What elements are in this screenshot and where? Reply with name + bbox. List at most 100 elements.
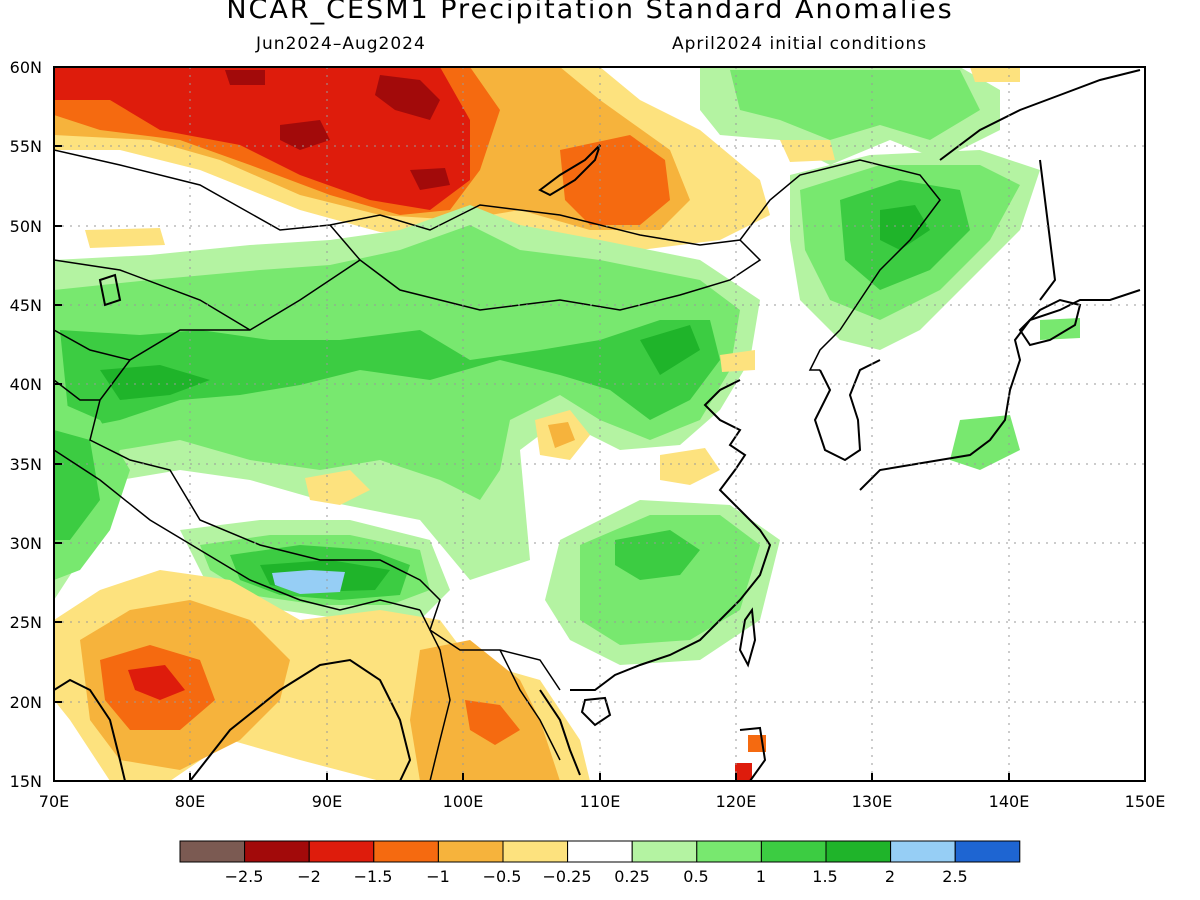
x-axis: 70E 80E 90E 100E 110E 120E 130E 140E 150… xyxy=(39,773,1166,811)
dry-region-siberia-extreme-4 xyxy=(225,70,265,85)
colorbar-label: −0.5 xyxy=(483,867,522,886)
colorbar-swatch xyxy=(244,840,310,863)
wet-region-manchuria-4 xyxy=(880,205,930,250)
dry-region-siberia-extreme-2 xyxy=(280,120,330,150)
colorbar-label: −1 xyxy=(426,867,450,886)
laos-vietnam-border xyxy=(499,649,561,761)
dry-patch-bangladesh xyxy=(330,615,400,665)
caspian-aral xyxy=(98,273,122,307)
colorbar-swatch xyxy=(567,840,633,863)
colorbar-label: 1 xyxy=(756,867,766,886)
y-tick-label: 40N xyxy=(10,375,42,394)
x-tick-label: 100E xyxy=(443,792,484,811)
philippines-coast xyxy=(739,726,767,781)
dry-patch-gobi xyxy=(720,350,755,372)
borders xyxy=(54,149,941,781)
y-tick-label: 45N xyxy=(10,296,42,315)
colorbar-label: 2 xyxy=(885,867,895,886)
colorbar-swatch xyxy=(954,840,1021,863)
india-west-coast xyxy=(54,678,126,781)
x-tick-label: 150E xyxy=(1125,792,1166,811)
sakhalin-coast xyxy=(1039,159,1057,301)
x-tick-label: 120E xyxy=(716,792,757,811)
y-tick-label: 30N xyxy=(10,534,42,553)
china-west-border xyxy=(89,259,561,691)
wet-region-central-3 xyxy=(60,320,720,430)
dry-patch-tibet xyxy=(305,470,370,505)
x-tick-label: 140E xyxy=(989,792,1030,811)
colorbar-swatch xyxy=(760,840,827,863)
colorbar-swatch xyxy=(825,840,892,863)
colorbar-label: −2 xyxy=(297,867,321,886)
colorbar-swatch xyxy=(502,840,569,863)
myanmar-border xyxy=(419,609,451,781)
colorbar: −2.5 −2 −1.5 −1 −0.5 −0.25 0.25 0.5 1 1.… xyxy=(179,840,1021,886)
indochina-coast xyxy=(539,689,581,776)
dry-patch-far-north xyxy=(970,67,1020,82)
dry-region-siberia-severe xyxy=(54,67,470,210)
x-tick-label: 80E xyxy=(175,792,205,811)
y-tick-label: 20N xyxy=(10,693,42,712)
y-tick-label: 25N xyxy=(10,613,42,632)
y-tick-label: 50N xyxy=(10,217,42,236)
forecast-period: Jun2024–Aug2024 xyxy=(256,34,426,54)
wet-region-hokkaido xyxy=(1040,318,1080,340)
wet-region-central-2 xyxy=(54,225,740,560)
korea-coast xyxy=(813,359,881,462)
bay-of-bengal-coast xyxy=(189,658,412,781)
y-axis: 15N 20N 25N 30N 35N 40N 45N 50N 55N 60N xyxy=(10,58,62,791)
x-tick-label: 110E xyxy=(580,792,621,811)
taiwan-coast xyxy=(738,607,757,668)
colorbar-label: 2.5 xyxy=(942,867,967,886)
colorbar-label: −0.25 xyxy=(542,867,591,886)
map-title: NCAR_CESM1 Precipitation Standard Anomal… xyxy=(226,0,954,25)
korea-border xyxy=(808,329,841,371)
colorbar-swatch xyxy=(308,840,375,863)
colorbar-swatch xyxy=(179,840,246,863)
dry-patch-shandong xyxy=(660,448,720,485)
colorbar-label: 0.25 xyxy=(614,867,650,886)
initial-conditions: April2024 initial conditions xyxy=(672,34,928,54)
russia-border xyxy=(54,149,941,331)
kazakh-border xyxy=(54,259,251,331)
colorbar-swatches xyxy=(179,840,1021,863)
hokkaido-coast xyxy=(1018,298,1082,347)
dry-patch-luzon xyxy=(735,763,752,781)
colorbar-label: −2.5 xyxy=(225,867,264,886)
colorbar-swatch xyxy=(696,840,762,863)
graticule xyxy=(54,67,1145,781)
y-tick-label: 55N xyxy=(10,137,42,156)
dry-region-indochina-2 xyxy=(465,700,520,745)
dry-region-siberia-extreme-3 xyxy=(410,168,450,190)
dry-region-siberia-extreme xyxy=(375,75,440,120)
dry-region-india-4 xyxy=(128,665,185,700)
dry-patch-far-north-2 xyxy=(780,140,835,162)
india-border xyxy=(54,449,421,611)
x-tick-label: 130E xyxy=(852,792,893,811)
x-tick-label: 70E xyxy=(39,792,69,811)
anomaly-fields xyxy=(54,67,1145,781)
baikal-lake xyxy=(538,144,601,197)
colorbar-swatch xyxy=(373,840,439,863)
central-asia-border xyxy=(54,329,131,401)
dry-patch-kazakh xyxy=(85,228,165,248)
colorbar-swatch xyxy=(437,840,504,863)
y-tick-label: 15N xyxy=(10,772,42,791)
x-tick-label: 90E xyxy=(312,792,342,811)
colorbar-label: 1.5 xyxy=(812,867,837,886)
y-tick-label: 35N xyxy=(10,455,42,474)
dry-patch-sichuan-2 xyxy=(548,422,575,448)
okhotsk-coast xyxy=(939,69,1141,161)
wet-region-northeast-2 xyxy=(730,70,980,140)
colorbar-label: 0.5 xyxy=(683,867,708,886)
colorbar-labels: −2.5 −2 −1.5 −1 −0.5 −0.25 0.25 0.5 1 1.… xyxy=(225,867,968,886)
china-east-coast xyxy=(570,379,772,691)
hainan-coast xyxy=(580,696,612,727)
wet-region-central-5 xyxy=(640,325,700,375)
coastlines xyxy=(54,69,1141,781)
colorbar-swatch xyxy=(890,840,956,863)
wet-region-central-4 xyxy=(100,365,210,400)
colorbar-label: −1.5 xyxy=(354,867,393,886)
colorbar-swatch xyxy=(631,840,698,863)
